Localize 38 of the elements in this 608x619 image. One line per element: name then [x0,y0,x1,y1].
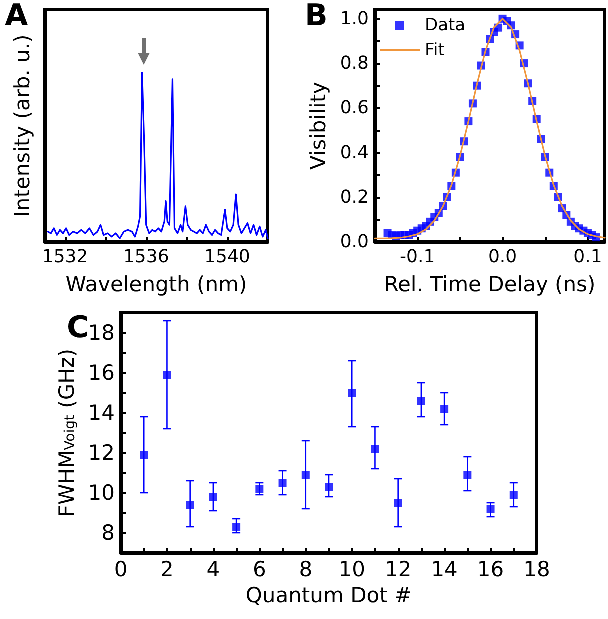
x-axis-title: Quantum Dot # [246,584,412,608]
x-tick-label: 1536 [123,246,170,268]
y-tick-label: 0.0 [340,232,369,252]
y-tick-label: 10 [88,481,115,505]
x-tick-label: 4 [206,558,220,582]
x-tick-label: 2 [160,558,174,582]
y-tick-label: 0.6 [340,98,369,119]
y-tick-label: 8 [102,521,115,545]
y-axis-title: FWHMVoigt (GHz) [54,348,79,518]
y-tick-label: 0.2 [340,186,369,208]
x-tick-label: 14 [431,558,458,582]
x-tick-label: 6 [252,558,266,582]
x-axis-title: Rel. Time Delay (ns) [384,272,596,296]
x-tick-label: 16 [477,558,504,582]
x-tick-label: 18 [524,558,550,582]
x-tick-label: 0.0 [488,246,518,268]
y-tick-label: 1.0 [340,8,369,30]
x-tick-label: 12 [384,558,412,582]
y-tick-label: 0.8 [340,53,369,74]
y-tick-label: 18 [88,321,115,345]
x-tick-label: 8 [299,558,313,582]
x-tick-label: 0 [114,558,128,582]
x-tick-label: 1540 [204,246,250,268]
legend-label: Data [425,16,466,36]
chart-title: B [305,0,328,34]
y-axis-title: Intensity (arb. u.) [10,34,34,218]
chart-title: A [5,0,29,34]
x-tick-label: -0.1 [400,246,436,268]
y-tick-label: 16 [88,361,115,385]
x-tick-label: 1532 [42,246,88,268]
chart-title: C [67,310,90,346]
legend-label: Fit [425,40,446,60]
y-tick-label: 14 [88,401,115,425]
y-tick-label: 0.4 [340,142,369,164]
x-axis-title: Wavelength (nm) [66,272,248,296]
y-tick-label: 12 [88,441,115,465]
y-axis-title: Visibility [306,82,330,170]
x-tick-label: 0.1 [574,246,602,268]
